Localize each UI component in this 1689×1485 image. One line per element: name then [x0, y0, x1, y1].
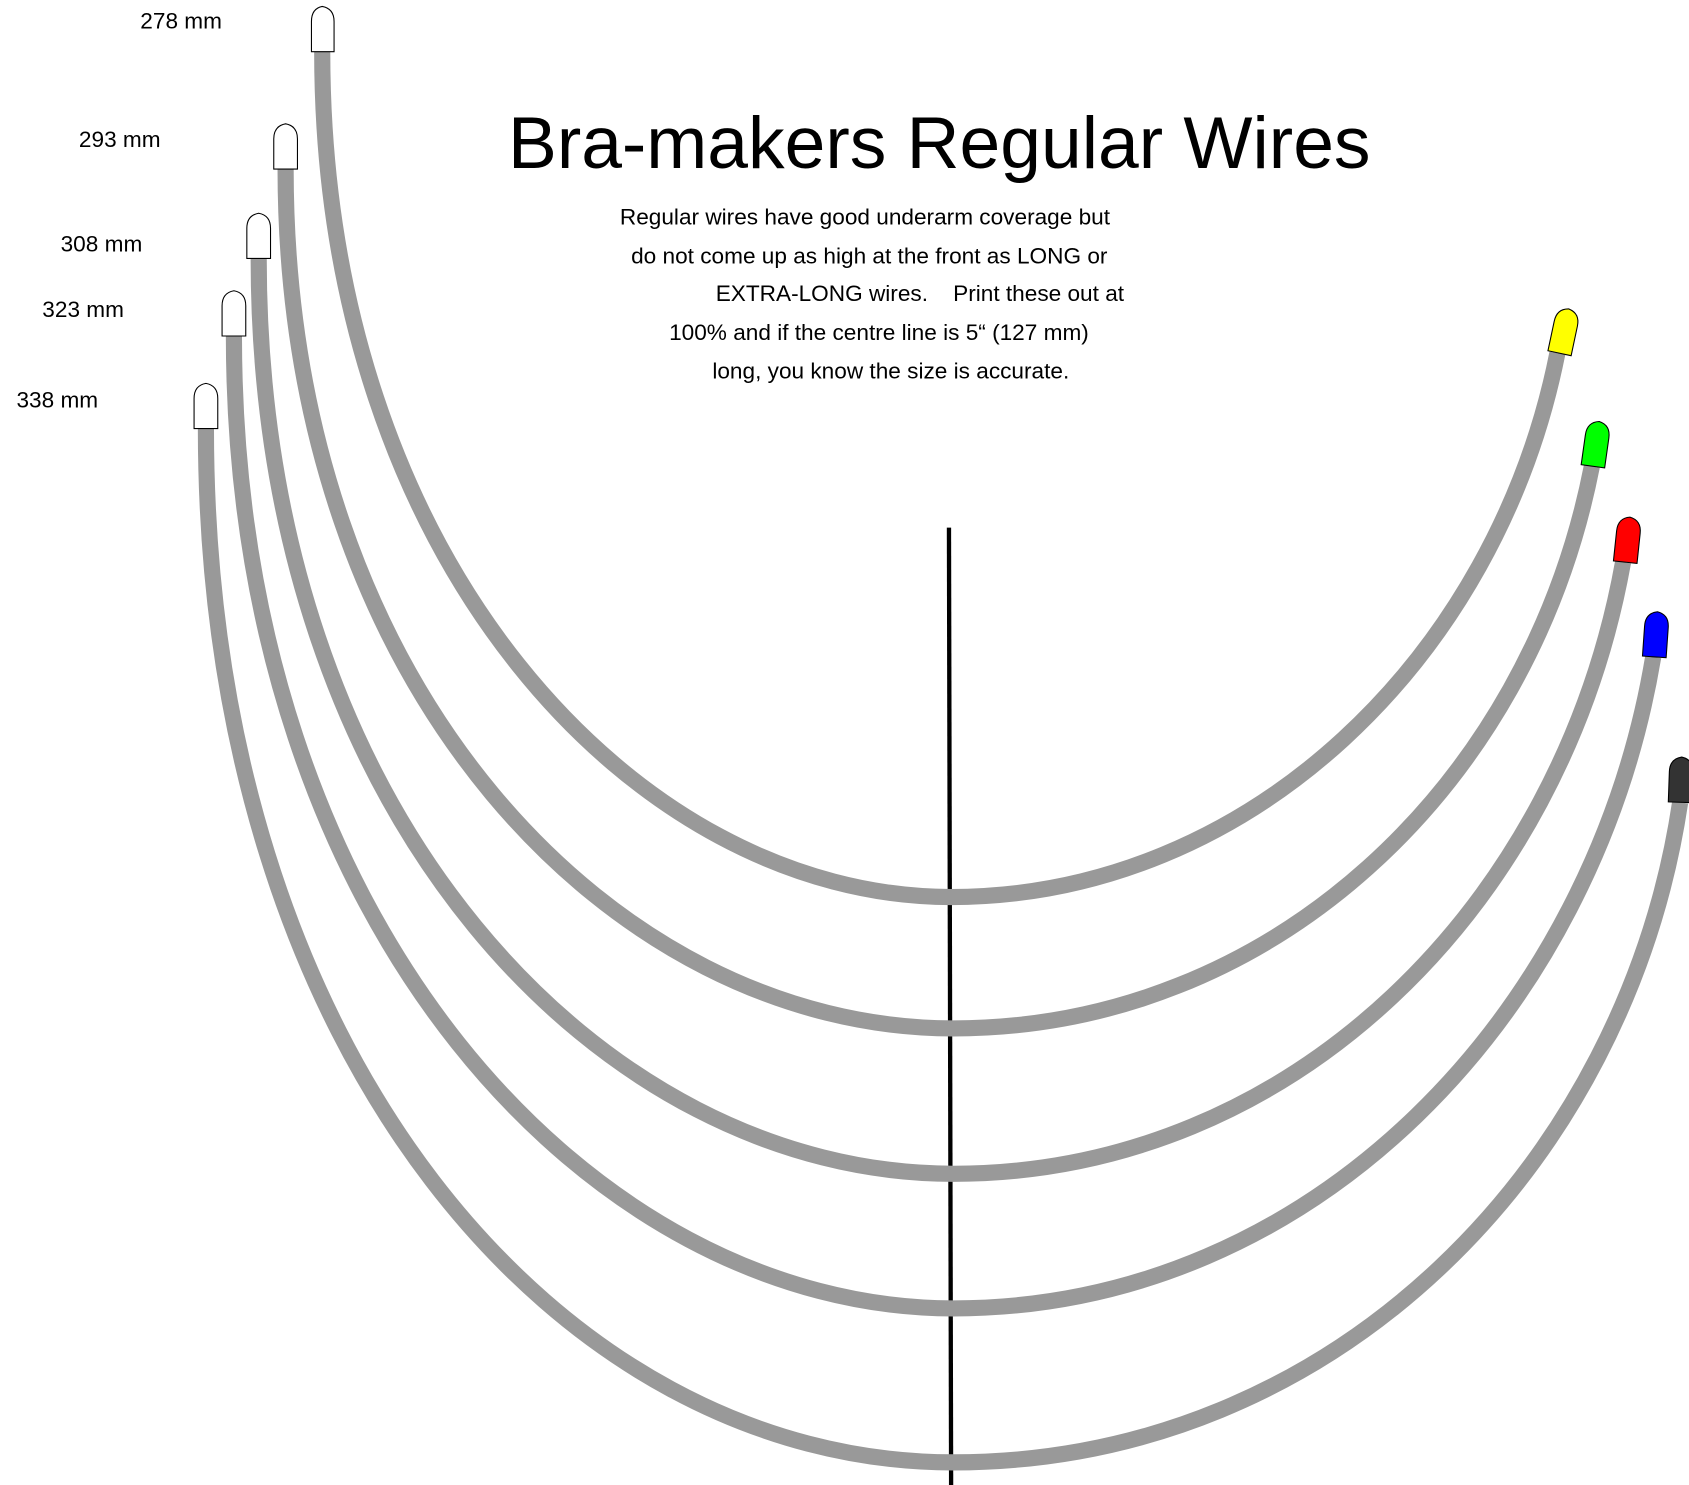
- wire: [197, 428, 1689, 1471]
- cap: [310, 5, 335, 53]
- cap: [1612, 516, 1641, 564]
- description-line: do not come up as high at the front as L…: [631, 243, 1108, 268]
- cap: [193, 382, 219, 430]
- wire: [225, 335, 1662, 1317]
- wire: [314, 51, 1566, 906]
- wire-label: 323 mm: [42, 297, 124, 322]
- left-caps: [193, 5, 335, 430]
- centre-line: [946, 527, 954, 1485]
- title: Bra-makers Regular Wires: [508, 102, 1371, 184]
- cap: [246, 212, 272, 259]
- wire-label: 293 mm: [79, 127, 161, 152]
- cap: [1547, 308, 1579, 357]
- description-line: Regular wires have good underarm coverag…: [620, 205, 1111, 230]
- wire-labels: 278 mm 293 mm 308 mm 323 mm 338 mm: [16, 9, 222, 413]
- description-line: 100% and if the centre line is 5“ (127 m…: [669, 320, 1089, 345]
- cap: [273, 123, 298, 170]
- cap: [1580, 420, 1610, 469]
- description-line: long, you know the size is accurate.: [712, 359, 1069, 384]
- wire-label: 308 mm: [61, 231, 143, 256]
- wire: [277, 169, 1600, 1037]
- cap: [1641, 611, 1669, 659]
- wire-label: 278 mm: [140, 9, 222, 34]
- right-caps: [1547, 308, 1689, 804]
- cap: [221, 290, 247, 337]
- description-line: EXTRA-LONG wires. Print these out at: [716, 281, 1125, 306]
- wires: [197, 51, 1689, 1471]
- wire-label: 338 mm: [16, 388, 98, 413]
- wire: [250, 258, 1632, 1182]
- cap: [1667, 756, 1689, 804]
